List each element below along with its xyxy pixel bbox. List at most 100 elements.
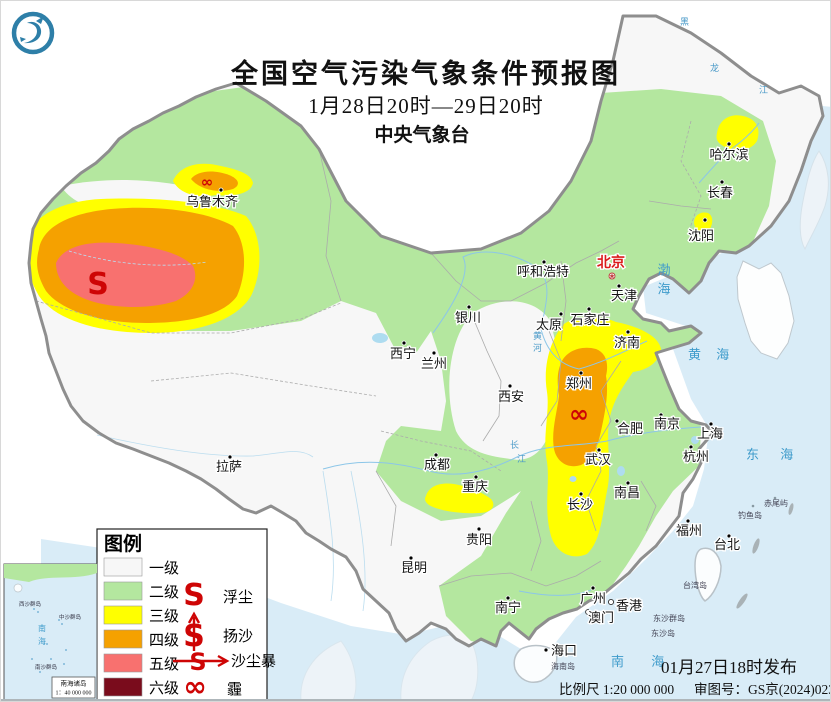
legend-label-level2: 二级 — [149, 584, 179, 601]
city-label: 西安 — [498, 389, 524, 404]
legend-swatch-level3 — [103, 605, 143, 625]
dongsha-qundao-label: 东沙群岛 — [653, 613, 685, 623]
province-borders — [35, 120, 712, 587]
qinghai-lake — [372, 333, 388, 343]
chiwei-islet — [773, 496, 777, 500]
rivers-layer — [68, 122, 760, 612]
korea-peninsula — [736, 260, 795, 360]
city-kunming: 昆明 — [400, 555, 428, 576]
changjiang-char: 江 — [517, 454, 526, 464]
huanghe-label: 黄河 — [532, 330, 542, 355]
city-chengdu: 成都 — [423, 452, 451, 473]
city-label: 西宁 — [390, 346, 416, 361]
city-taipei: 台北 — [713, 533, 741, 553]
indochina-ghost-2 — [300, 640, 357, 701]
inset-caption-box — [51, 676, 96, 699]
city-label: 合肥 — [617, 421, 643, 436]
city-dot — [658, 412, 664, 418]
city-label: 沈阳 — [688, 228, 714, 243]
city-label: 拉萨 — [216, 459, 242, 474]
city-dot — [507, 383, 513, 389]
islands-layer — [513, 547, 722, 683]
city-label: 哈尔滨 — [709, 147, 748, 162]
city-label: 长春 — [707, 185, 733, 200]
pearl-river — [518, 589, 592, 596]
diaoyu-label: 钓鱼岛 — [738, 510, 762, 520]
inset-hainan — [13, 583, 23, 593]
city-dot — [596, 447, 602, 453]
city-beijing-capital: 北京 — [596, 253, 626, 280]
city-dot — [586, 306, 592, 312]
city-label: 南京 — [654, 416, 680, 431]
city-macau: 澳门 — [585, 609, 615, 626]
city-dot — [614, 418, 620, 424]
city-dot — [590, 585, 596, 591]
city-dot — [585, 609, 591, 615]
city-zhengzhou: 郑州 — [565, 370, 593, 392]
region-level4-central-orange — [553, 347, 608, 467]
legend-label-level6: 六级 — [149, 680, 179, 697]
city-hangzhou: 杭州 — [682, 444, 710, 465]
ryukyu-island — [736, 593, 748, 609]
city-dot — [726, 141, 732, 147]
heilongjiang-char: 龙 — [710, 62, 719, 73]
taiwan-island — [694, 547, 722, 602]
sandstorm-label: 沙尘暴 — [231, 653, 276, 670]
mekong-river — [350, 470, 366, 612]
agency-name: 中央气象台 — [374, 123, 469, 146]
city-changsha: 长沙 — [566, 491, 594, 513]
bohai-sea-label: 渤海 — [656, 262, 671, 301]
city-dot — [702, 217, 708, 223]
city-dot — [543, 647, 549, 653]
yangtze-river — [322, 426, 702, 475]
city-jinan: 济南 — [613, 329, 641, 351]
haze-label: 霾 — [227, 682, 242, 698]
city-urumqi: 乌鲁木齐 — [185, 187, 239, 210]
city-label: 呼和浩特 — [517, 264, 569, 279]
indochina-ghost-1 — [400, 634, 479, 701]
legend-swatch-level6 — [103, 677, 143, 697]
city-label: 南昌 — [614, 485, 640, 500]
taihu-lake — [691, 436, 699, 444]
footer: 01月27日18时发布 比例尺 1:20 000 000 审图号：GS京(202… — [559, 658, 830, 697]
floating-dust-label: 浮尘 — [223, 589, 253, 606]
city-label: 昆明 — [401, 560, 427, 575]
city-label: 太原 — [536, 317, 562, 332]
blowing-sand-label: 扬沙 — [223, 628, 253, 645]
city-label: 广州 — [580, 591, 606, 606]
city-label: 武汉 — [585, 452, 611, 467]
heilongjiang-char: 黑 — [680, 17, 689, 27]
city-hefei: 合肥 — [614, 418, 644, 437]
japan-ghost — [799, 150, 829, 251]
city-label: 上海 — [697, 426, 723, 441]
city-nanning: 南宁 — [494, 595, 522, 616]
map-scale: 比例尺 1:20 000 000 — [559, 682, 674, 697]
region-level3-chongqing-yellow — [425, 483, 494, 514]
legend-label-level1: 一级 — [149, 560, 179, 577]
city-label: 长沙 — [567, 497, 593, 512]
city-dot — [708, 421, 714, 427]
city-nanjing: 南京 — [653, 412, 681, 432]
legend-label-level5: 五级 — [149, 656, 179, 673]
city-dot — [408, 555, 414, 561]
city-layer: 乌鲁木齐 哈尔滨 长春 沈阳 北京 天津 呼和浩特 石家庄 太原 银川 济南 西… — [185, 141, 750, 659]
city-dot — [431, 350, 437, 356]
region-level3-shenyang-yellow — [694, 212, 713, 232]
logo-tail-icon — [20, 37, 26, 42]
city-chongqing: 重庆 — [461, 474, 489, 495]
city-lanzhou: 兰州 — [420, 350, 448, 372]
river-labels: 黑 龙 江 黄河 长 江 — [510, 17, 768, 464]
legend-swatch-level2 — [103, 581, 143, 601]
city-dot — [505, 595, 511, 601]
city-tianjin: 天津 — [610, 283, 638, 304]
city-xian: 西安 — [497, 383, 525, 405]
donghai-sea-label: 东 海 — [746, 447, 802, 462]
city-label: 兰州 — [421, 356, 447, 371]
haze-symbol-legend: ∞ — [183, 670, 206, 702]
city-label: 乌鲁木齐 — [186, 194, 238, 209]
legend-label-level3: 三级 — [149, 608, 179, 625]
city-yinchuan: 银川 — [454, 304, 482, 326]
city-dot — [616, 283, 622, 289]
island-labels: 钓鱼岛 赤尾屿 台湾岛 东沙群岛 东沙岛 海南岛 — [551, 499, 788, 671]
ryukyu-island — [788, 503, 794, 515]
